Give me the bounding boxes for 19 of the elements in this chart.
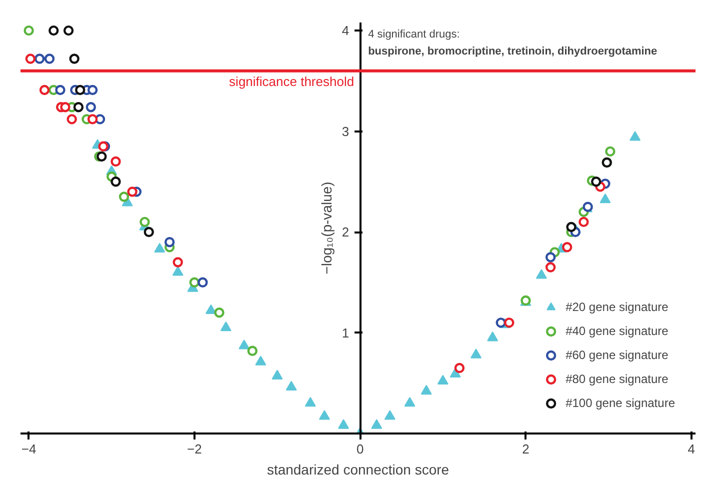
y-tick-label: 1 <box>342 325 350 340</box>
annotation: 4 significant drugs: <box>368 28 460 40</box>
x-axis-title: standarized connection score <box>266 462 450 478</box>
y-tick-label: 3 <box>342 124 350 139</box>
x-tick-label: −2 <box>187 442 202 456</box>
x-tick-label: 0 <box>356 442 364 456</box>
legend-label: #40 gene signature <box>566 324 668 338</box>
annotation: buspirone, bromocriptine, tretinoin, dihydroergotamine <box>368 46 658 58</box>
legend-label: #20 gene signature <box>566 300 668 314</box>
x-tick-label: −4 <box>21 442 36 456</box>
y-axis-title: −log₁₀(p-value) <box>318 182 334 274</box>
legend-label: #60 gene signature <box>566 348 668 362</box>
x-tick-label: 4 <box>688 442 695 456</box>
legend-label: #80 gene signature <box>566 372 668 386</box>
ref-line-label: significance threshold <box>229 74 354 89</box>
legend-label: #100 gene signature <box>566 396 675 410</box>
y-tick-label: 2 <box>342 224 350 240</box>
x-tick-label: 2 <box>522 442 530 456</box>
y-tick-label: 4 <box>342 23 350 38</box>
